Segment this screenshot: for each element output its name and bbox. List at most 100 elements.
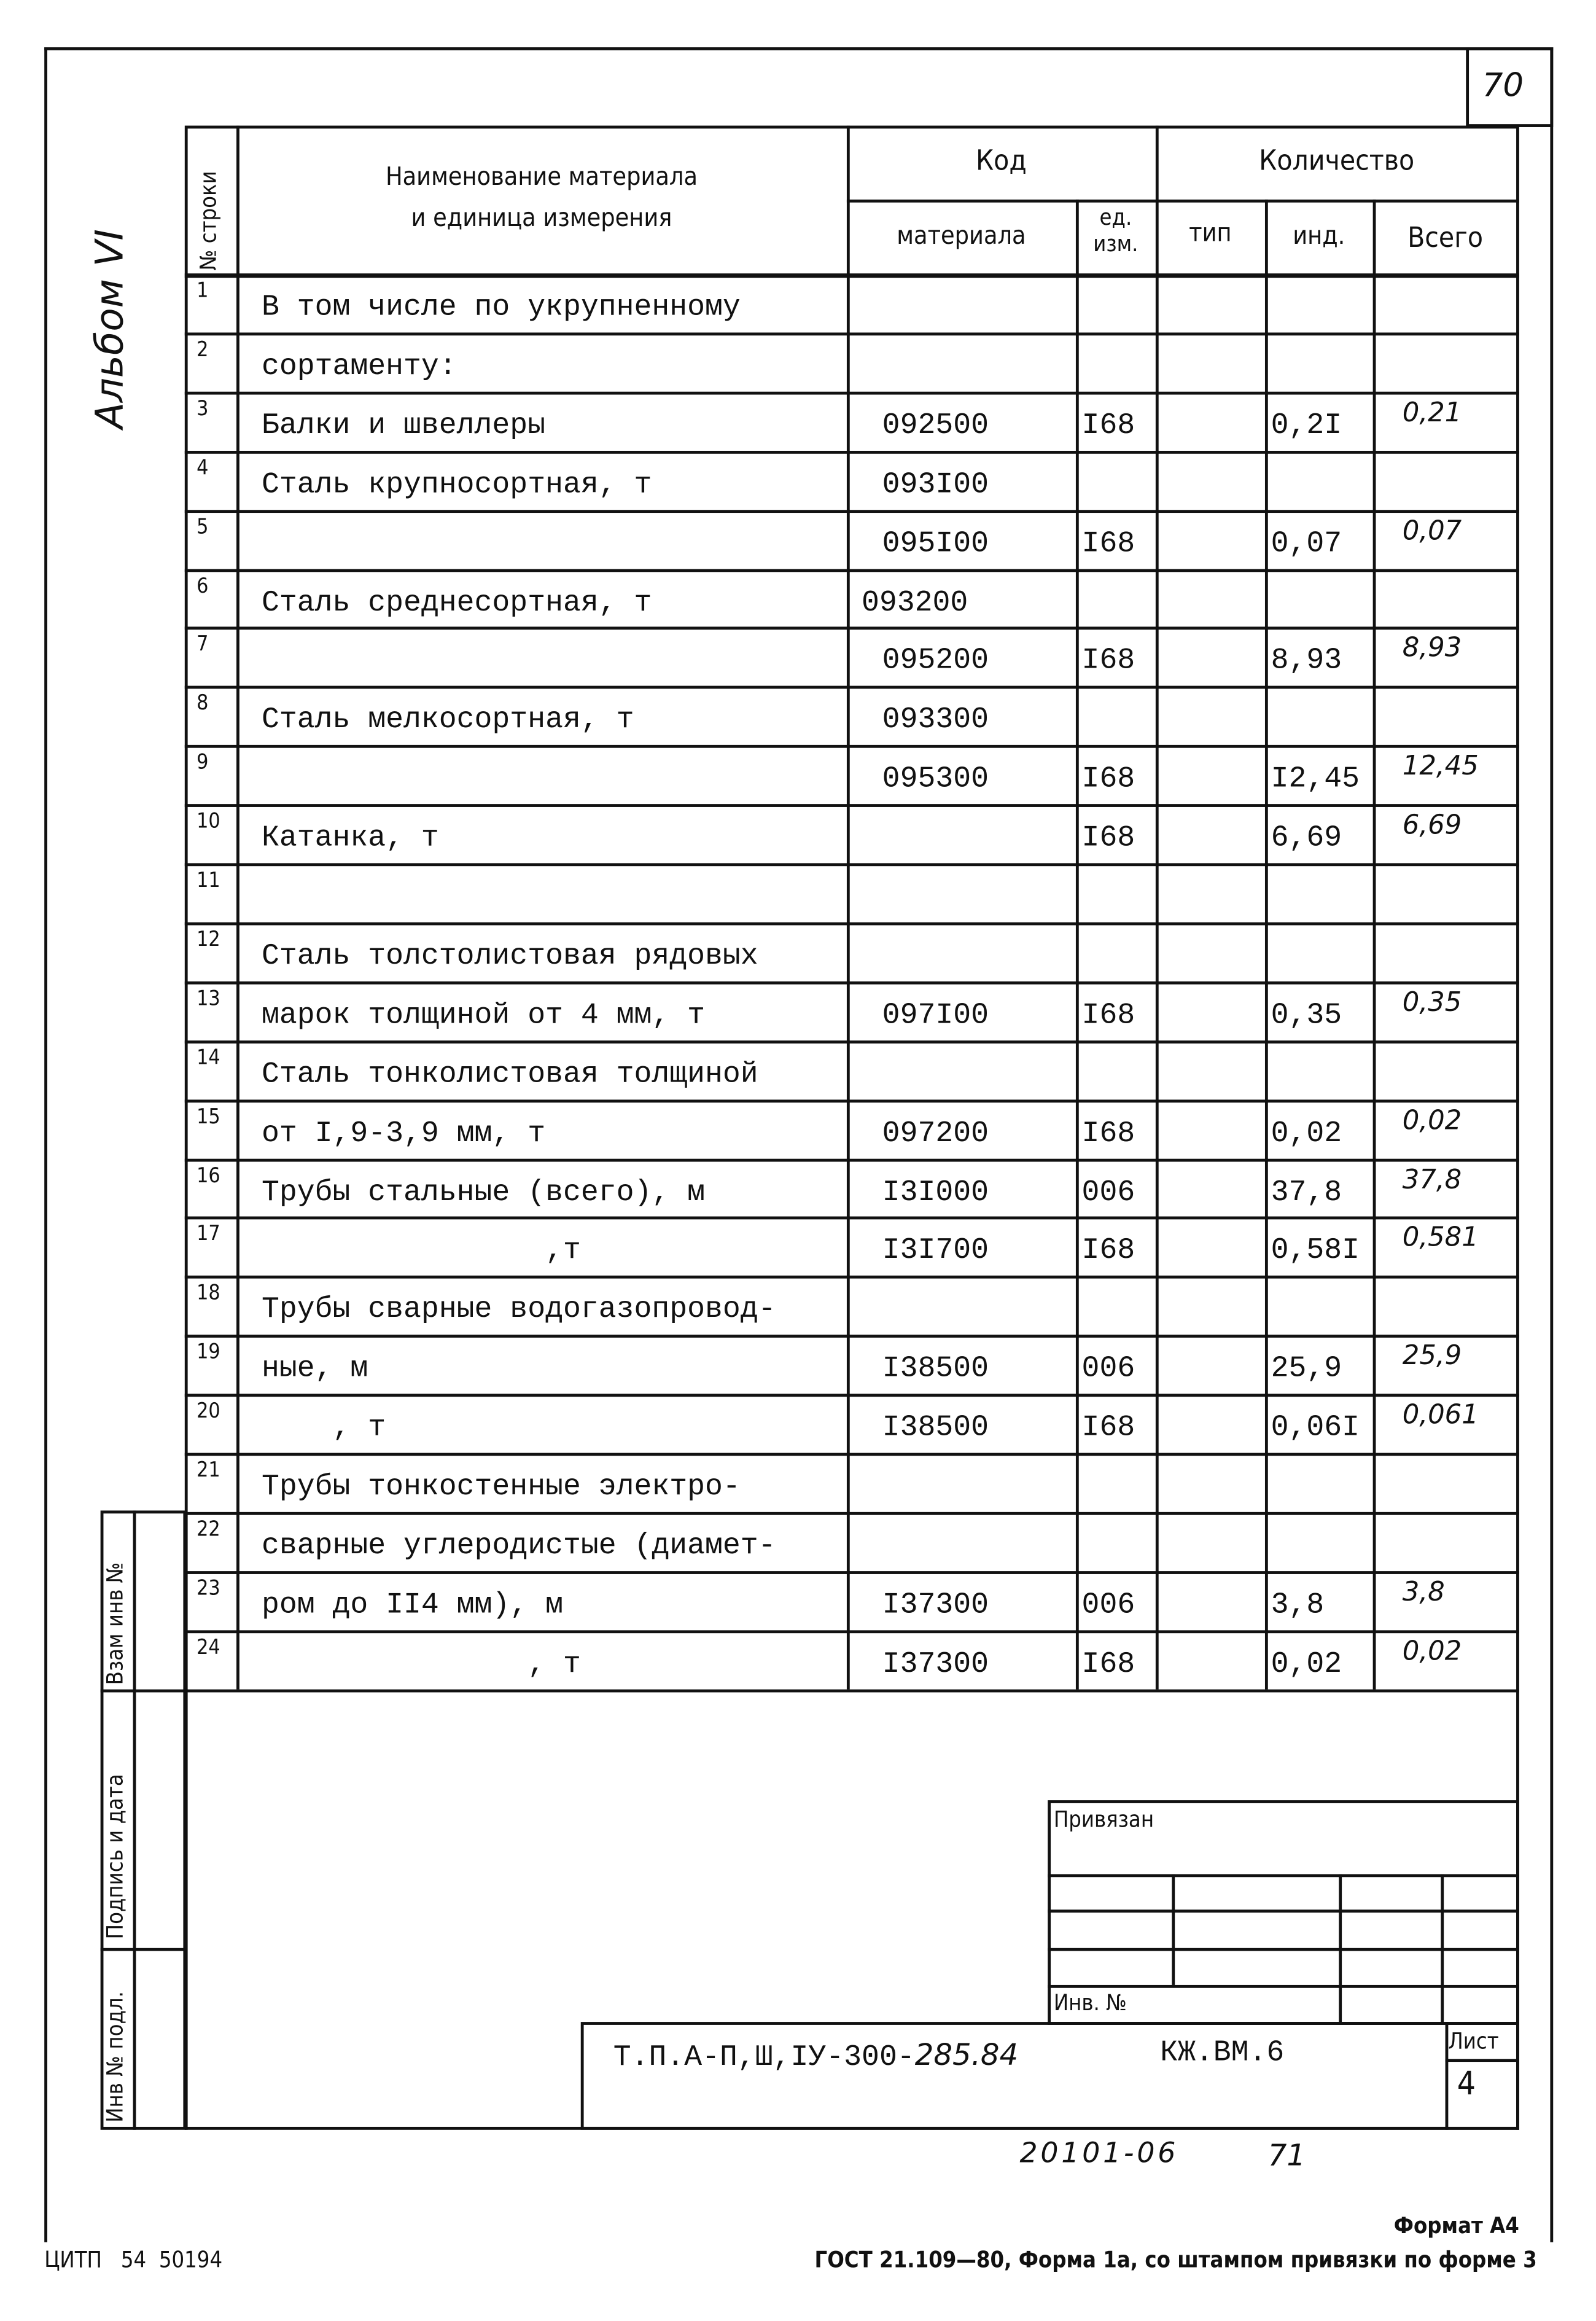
header-code-unit-line2: изм. xyxy=(1093,230,1139,257)
row-divider xyxy=(184,922,1519,926)
cell-code: 093300 xyxy=(882,704,989,738)
cell-unit: I68 xyxy=(1081,763,1135,797)
side-signature-date: Подпись и дата xyxy=(102,1774,129,1940)
cell-ind: 0,58I xyxy=(1271,1235,1360,1269)
table-row: 6 Сталь среднесортная, т 093200 xyxy=(185,568,1519,627)
cell-total: 12,45 xyxy=(1402,751,1479,782)
sheet-label: Лист xyxy=(1448,2027,1499,2055)
header-code-unit-line1: ед. xyxy=(1099,204,1132,231)
cell-total: 8,93 xyxy=(1402,633,1462,665)
stamp-inv-no-label: Инв. № xyxy=(1053,1989,1127,2016)
cell-name: от I,9-3,9 мм, т xyxy=(261,1117,546,1151)
cell-total: 0,07 xyxy=(1402,515,1462,547)
header-quantity: Количество xyxy=(1259,144,1415,177)
cell-code: I38500 xyxy=(882,1352,989,1387)
material-table xyxy=(184,125,1519,1693)
cell-ind: 0,02 xyxy=(1271,1647,1342,1682)
table-row: 9 095300 I68 I2,45 12,45 xyxy=(185,745,1519,804)
cell-ind: 0,07 xyxy=(1271,527,1342,561)
album-label: Альбом VI xyxy=(88,228,133,429)
cell-name: сварные углеродистые (диамет- xyxy=(261,1529,776,1564)
cell-ind: 37,8 xyxy=(1271,1176,1342,1210)
cell-no: 10 xyxy=(197,809,220,834)
row-divider xyxy=(184,745,1519,749)
cell-code: 092500 xyxy=(882,409,989,443)
row-divider xyxy=(184,1040,1519,1043)
cell-ind: 8,93 xyxy=(1271,645,1342,679)
table-row: 5 095I00 I68 0,07 0,07 xyxy=(185,509,1519,568)
cell-unit: 006 xyxy=(1081,1588,1135,1623)
doc-code-printed: Т.П.А-П,Ш,IУ-300- xyxy=(613,2041,915,2075)
table-row: 1 В том числе по укрупненному xyxy=(185,273,1519,332)
cell-unit: I68 xyxy=(1081,1411,1135,1446)
top-sheet-number: 70 xyxy=(1482,68,1524,105)
table-row: 4 Сталь крупносортная, т 093I00 xyxy=(185,450,1519,509)
cell-unit: I68 xyxy=(1081,645,1135,679)
row-divider xyxy=(184,332,1519,336)
table-row: 20 , т I38500 I68 0,06I 0,061 xyxy=(185,1394,1519,1453)
cell-no: 8 xyxy=(197,692,209,716)
table-row: 11 xyxy=(185,863,1519,922)
cell-no: 19 xyxy=(197,1341,220,1365)
table-row: 16 Трубы стальные (всего), м I3I000 006 37,8… xyxy=(185,1158,1519,1217)
cell-name: ром до II4 мм), м xyxy=(261,1588,563,1623)
column-divider xyxy=(846,125,850,1690)
cell-code: 093200 xyxy=(861,586,968,620)
cell-code: 095300 xyxy=(882,763,989,797)
table-row: 15 от I,9-3,9 мм, т 097200 I68 0,02 0,02 xyxy=(185,1099,1519,1158)
cell-name: , т xyxy=(261,1647,581,1682)
page-number: 71 xyxy=(1267,2137,1306,2173)
cell-total: 0,581 xyxy=(1402,1223,1479,1254)
row-divider xyxy=(184,450,1519,454)
cell-no: 20 xyxy=(197,1400,220,1424)
header-code: Код xyxy=(975,144,1027,177)
row-divider xyxy=(184,1512,1519,1515)
cell-no: 13 xyxy=(197,987,220,1011)
row-divider xyxy=(184,627,1519,631)
cell-total: 0,02 xyxy=(1402,1105,1462,1136)
cell-ind: 25,9 xyxy=(1271,1352,1342,1387)
title-block xyxy=(580,2022,1519,2130)
cell-code: 095I00 xyxy=(882,527,989,561)
side-replace-inv: Взам инв № xyxy=(102,1562,129,1685)
cell-no: 4 xyxy=(197,456,209,480)
title-doc-code: Т.П.А-П,Ш,IУ-300-285.84 xyxy=(613,2037,1018,2075)
table-row: 24 , т I37300 I68 0,02 0,02 xyxy=(185,1630,1519,1689)
cell-no: 18 xyxy=(197,1282,220,1306)
cell-name: Катанка, т xyxy=(261,822,439,856)
cell-name: ,т xyxy=(261,1235,581,1269)
cell-name: В том числе по укрупненному xyxy=(261,291,741,326)
row-divider xyxy=(184,1335,1519,1338)
doc-code-handwritten: 285.84 xyxy=(914,2037,1019,2072)
table-row: 13 марок толщиной от 4 мм, т 097I00 I68 0,35… xyxy=(185,981,1519,1040)
header-name-line1: Наименование материала xyxy=(385,162,698,192)
cell-code: 097I00 xyxy=(882,999,989,1033)
cell-no: 23 xyxy=(197,1577,220,1601)
stamp-attached-label: Привязан xyxy=(1053,1806,1154,1833)
row-divider xyxy=(184,1099,1519,1102)
cell-code: 095200 xyxy=(882,645,989,679)
row-divider xyxy=(184,863,1519,867)
table-row: 19 ные, м I38500 006 25,9 25,9 xyxy=(185,1335,1519,1394)
cell-no: 22 xyxy=(197,1518,220,1542)
cell-ind: 3,8 xyxy=(1271,1588,1325,1623)
cell-code: 093I00 xyxy=(882,468,989,502)
cell-name: Трубы тонкостенные электро- xyxy=(261,1470,741,1505)
cell-name: ные, м xyxy=(261,1352,368,1387)
cell-unit: I68 xyxy=(1081,1647,1135,1682)
cell-name: Сталь среднесортная, т xyxy=(261,586,652,620)
cell-ind: 0,35 xyxy=(1271,999,1342,1033)
cell-unit: 006 xyxy=(1081,1352,1135,1387)
row-divider xyxy=(184,686,1519,690)
row-divider xyxy=(184,1629,1519,1633)
cell-total: 6,69 xyxy=(1402,809,1462,841)
cell-total: 3,8 xyxy=(1402,1577,1445,1608)
cell-no: 16 xyxy=(197,1164,220,1188)
cell-name: Трубы стальные (всего), м xyxy=(261,1176,706,1210)
title-doc-mark: КЖ.ВМ.6 xyxy=(1160,2037,1285,2071)
side-inv-original: Инв № подл. xyxy=(102,1991,129,2123)
header-qty-total: Всего xyxy=(1407,221,1484,254)
table-row: 14 Сталь тонколистовая толщиной xyxy=(185,1040,1519,1099)
column-divider xyxy=(1075,199,1079,1690)
